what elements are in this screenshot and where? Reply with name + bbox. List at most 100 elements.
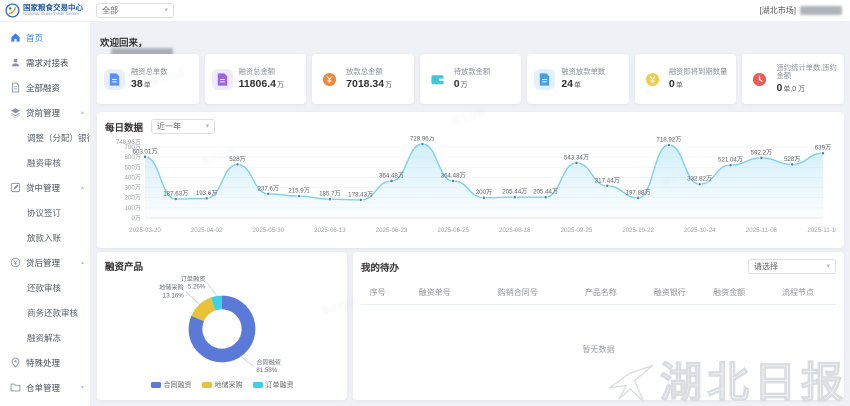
todo-title: 我的待办 <box>361 262 400 274</box>
svg-text:237.6万: 237.6万 <box>257 185 279 192</box>
stat-card-value: 0万 <box>453 78 468 91</box>
stat-card-label: 待放款金额 <box>453 66 491 76</box>
sidebar-item[interactable]: 融资解冻 <box>0 325 90 350</box>
brand: 国家粮食交易中心 National Grain Trade Center <box>0 3 91 18</box>
daily-data-panel: 每日数据 近一年 ▾ 0万 100万 200万 300万 400万 500万 600万 700… <box>97 112 844 248</box>
sidebar-item[interactable]: 贷前管理 ▴ <box>0 100 90 125</box>
legend-swatch <box>252 382 263 388</box>
sidebar-item[interactable]: 贷中管理 ▴ <box>0 175 90 200</box>
daily-data-title: 每日数据 <box>105 122 144 134</box>
sidebar-item[interactable]: 特殊处理 <box>0 350 90 375</box>
coin-line-icon <box>10 257 21 268</box>
main-content: 欢迎回来， 融资总单数 38单 融资总金额 11806.4万 放款总金额 7018.34万… <box>91 22 850 406</box>
sidebar-item[interactable]: 首页 <box>0 25 90 50</box>
stat-card-label: 融资放款单数 <box>561 66 606 76</box>
scope-select[interactable]: 全部 ▾ <box>96 3 174 18</box>
sidebar-item-label: 融资解冻 <box>27 332 62 343</box>
brand-subtitle: National Grain Trade Center <box>23 11 80 17</box>
svg-text:185.7万: 185.7万 <box>319 191 341 198</box>
todo-filter-select[interactable]: 请选择 ▾ <box>748 259 836 274</box>
sidebar-item[interactable]: 融资审核 <box>0 150 90 175</box>
range-select[interactable]: 近一年 ▾ <box>151 119 216 134</box>
svg-text:187.63万: 187.63万 <box>163 191 188 198</box>
sidebar-item[interactable]: 还款审核 <box>0 275 90 300</box>
svg-text:332.82万: 332.82万 <box>687 176 712 183</box>
pie-slice[interactable] <box>188 295 256 363</box>
sidebar-item[interactable]: 调整（分配）银行 <box>0 125 90 150</box>
svg-text:639万: 639万 <box>815 145 832 152</box>
user-name-redacted[interactable] <box>800 6 842 15</box>
sidebar-item-label: 还款审核 <box>27 282 62 293</box>
sidebar-item[interactable]: 商务还款审核 <box>0 300 90 325</box>
stat-card: 融资总金额 11806.4万 <box>204 54 307 104</box>
folder-icon <box>10 382 21 393</box>
svg-text:728.96万: 728.96万 <box>410 136 435 143</box>
svg-text:543.34万: 543.34万 <box>564 154 589 161</box>
todo-column-header: 购销合同号 <box>497 288 538 297</box>
market-tag: [湖北市场] <box>759 6 796 15</box>
brand-title: 国家粮食交易中心 <box>23 3 83 13</box>
stat-card-value: 0单,0 万 <box>776 82 806 95</box>
chevron-up-icon: ▴ <box>80 185 84 191</box>
sidebar-item-label: 放款入账 <box>27 232 62 243</box>
daily-line-chart: 0万 100万 200万 300万 400万 500万 600万 700万 748.96万 603… <box>105 136 836 240</box>
clock-red-icon <box>749 69 770 90</box>
layers-icon <box>10 107 21 118</box>
sidebar-item[interactable]: 需求对接表 <box>0 50 90 75</box>
chevron-down-icon: ▾ <box>826 263 830 270</box>
person-icon <box>10 57 21 68</box>
legend-item[interactable]: 地储采购 <box>201 380 243 390</box>
home-icon <box>10 32 21 43</box>
stat-card: 放款总金额 7018.34万 <box>312 54 414 104</box>
chevron-down-icon: ▾ <box>80 385 84 391</box>
legend-item[interactable]: 订单融资 <box>252 380 294 390</box>
todo-column-header: 流程节点 <box>782 288 814 297</box>
svg-text:400万: 400万 <box>124 174 141 181</box>
file-purple-icon <box>211 68 233 90</box>
svg-text:2025-11-06: 2025-11-06 <box>746 227 778 234</box>
todo-empty-state: 暂无数据 <box>361 305 836 393</box>
sidebar-item-label: 需求对接表 <box>26 57 69 68</box>
header-right: [湖北市场] <box>760 5 850 16</box>
sidebar-item[interactable]: 放款入账 <box>0 225 90 250</box>
sidebar: 首页需求对接表全部融资 贷前管理 ▴ 调整（分配）银行融资审核贷中管理 ▴ 协议签订放款入… <box>0 22 91 406</box>
svg-text:13.16%: 13.16% <box>163 293 184 300</box>
stat-card-label: 放款总金额 <box>346 66 383 76</box>
sidebar-item-label: 贷中管理 <box>26 182 61 193</box>
sidebar-item-label: 商务还款审核 <box>27 307 79 318</box>
svg-text:81.58%: 81.58% <box>256 367 277 374</box>
todo-column-header: 序号 <box>369 288 386 297</box>
svg-text:528万: 528万 <box>229 156 246 163</box>
pin-icon <box>10 357 21 368</box>
svg-text:200万: 200万 <box>124 195 141 202</box>
svg-text:215.9万: 215.9万 <box>288 188 310 195</box>
scope-select-value: 全部 <box>102 6 118 15</box>
sidebar-menu: 首页需求对接表全部融资 贷前管理 ▴ 调整（分配）银行融资审核贷中管理 ▴ 协议签订放款入… <box>0 25 90 400</box>
empty-text: 暂无数据 <box>582 344 615 354</box>
brand-logo-icon <box>5 3 20 18</box>
pie-slice[interactable] <box>188 295 256 363</box>
svg-text:合同融资: 合同融资 <box>256 358 281 366</box>
doc-icon <box>10 82 21 93</box>
todo-column-header: 融资金额 <box>713 288 746 297</box>
sidebar-item[interactable]: 贷后管理 ▴ <box>0 250 90 275</box>
svg-text:178.43万: 178.43万 <box>348 191 373 198</box>
svg-text:197.88万: 197.88万 <box>626 189 651 196</box>
todo-table-header: 序号 融资单号 购销合同号 产品名称 融资银行 融资金额 流程节点 <box>361 281 836 305</box>
sidebar-item[interactable]: 全部融资 <box>0 75 90 100</box>
sidebar-item[interactable]: 协议签订 <box>0 200 90 225</box>
daily-data-header: 每日数据 近一年 ▾ <box>105 119 836 134</box>
todo-column-header: 融资银行 <box>653 288 686 297</box>
svg-text:300万: 300万 <box>124 185 141 192</box>
chevron-up-icon: ▴ <box>80 110 84 116</box>
sidebar-item-label: 协议签订 <box>27 207 62 218</box>
sidebar-item-label: 融资审核 <box>27 157 62 168</box>
stat-card-label: 融资总单数 <box>131 66 168 76</box>
svg-text:2025-10-24: 2025-10-24 <box>684 227 716 234</box>
svg-text:193.6万: 193.6万 <box>196 190 218 197</box>
svg-text:2025-06-25: 2025-06-25 <box>437 227 469 234</box>
legend-item[interactable]: 合同融资 <box>150 380 192 390</box>
stat-card: 融资即将到期数量 0单 <box>634 54 737 104</box>
sidebar-item[interactable]: 仓单管理 ▾ <box>0 375 90 400</box>
svg-text:2025-05-30: 2025-05-30 <box>252 227 284 234</box>
